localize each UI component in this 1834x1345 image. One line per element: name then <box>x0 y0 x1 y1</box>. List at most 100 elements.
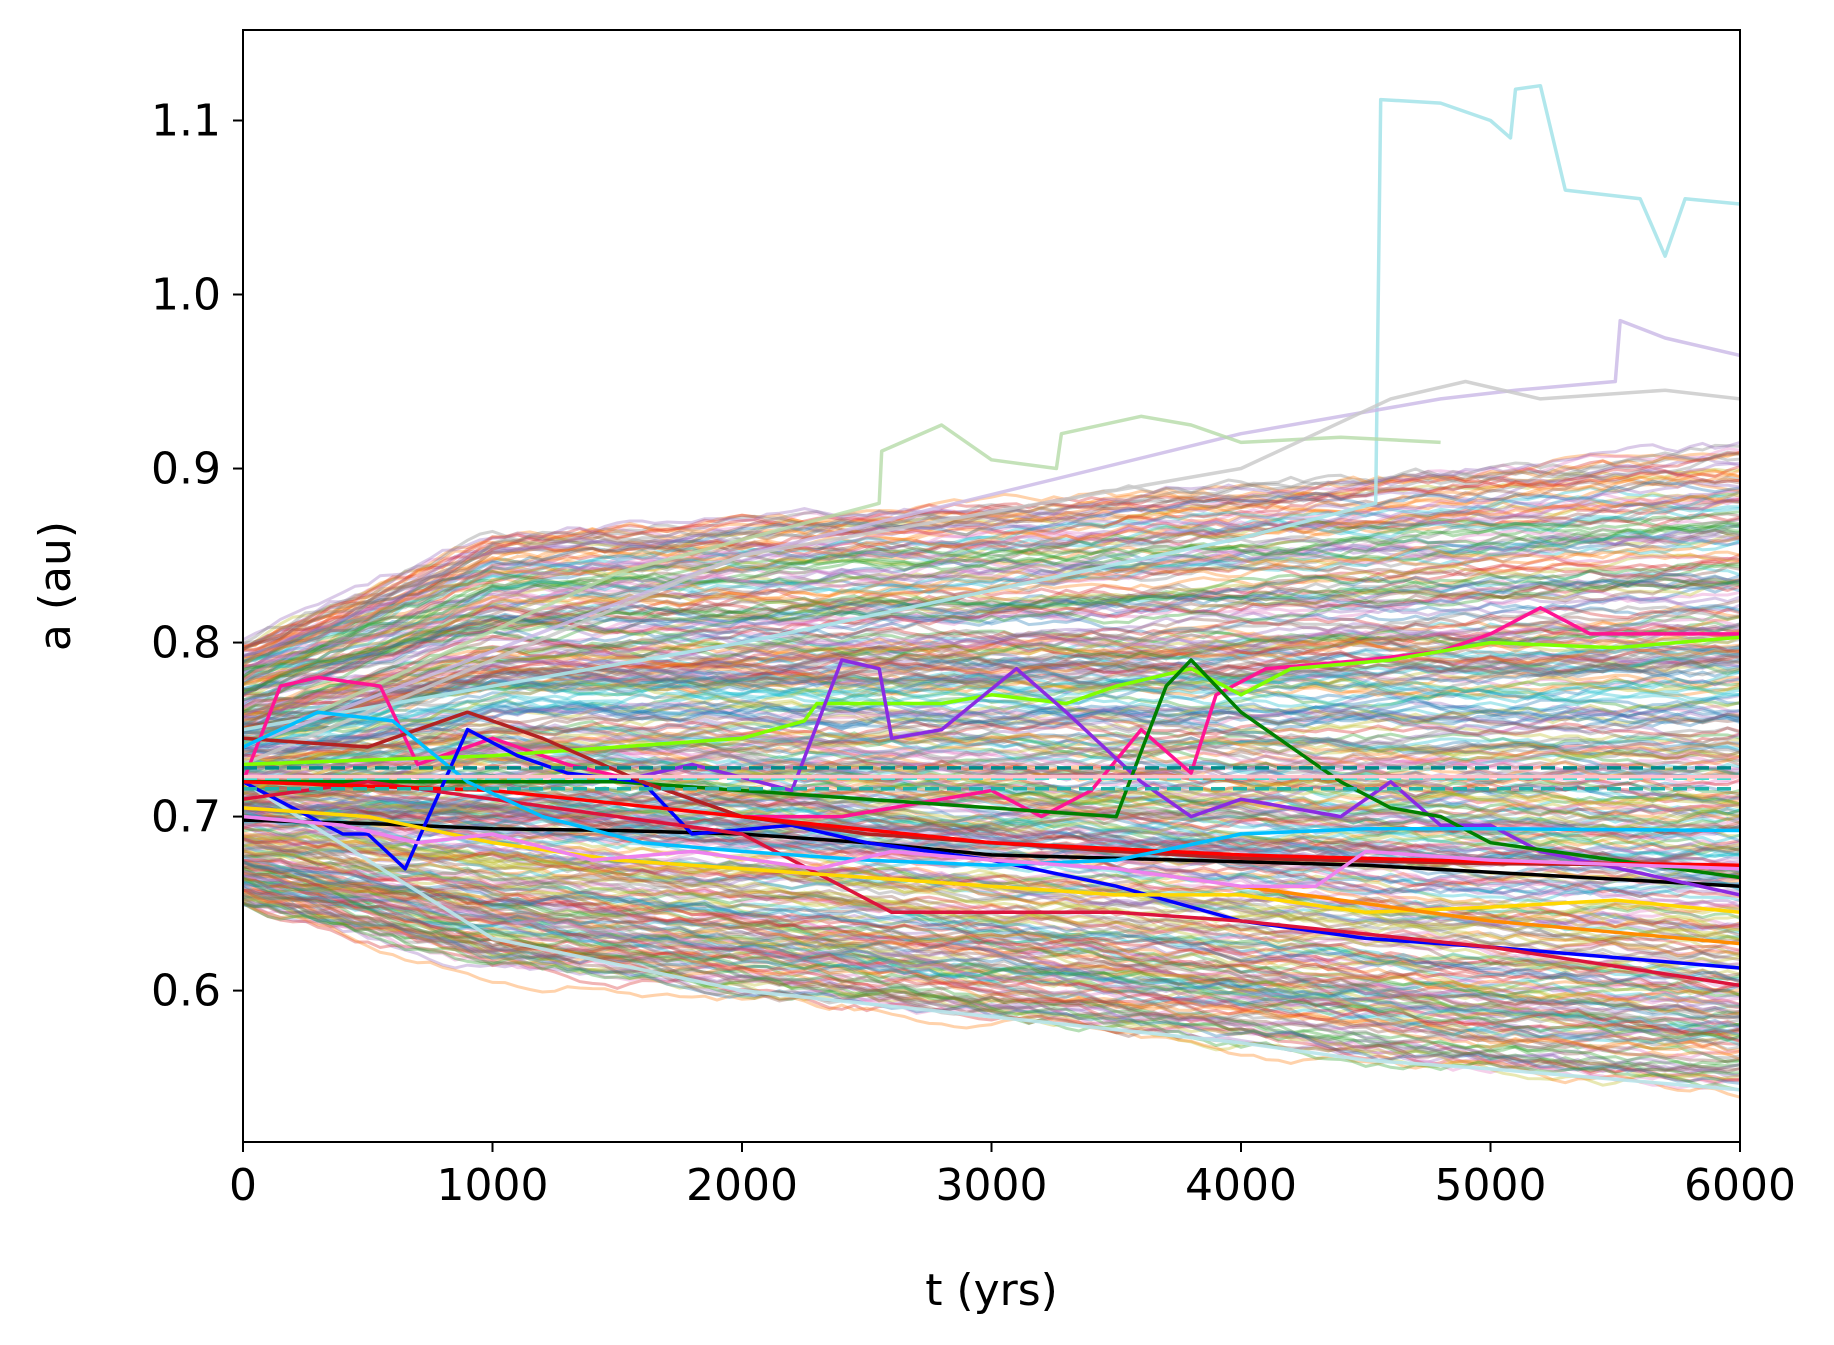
ensemble-line <box>243 778 1740 830</box>
ensemble-line <box>243 843 1740 960</box>
ensemble-line <box>243 733 1740 777</box>
ensemble-line <box>243 605 1740 714</box>
ensemble-line <box>243 851 1740 978</box>
ensemble-line <box>243 651 1740 730</box>
ensemble-line <box>243 676 1740 744</box>
series-line-9 <box>243 658 1740 880</box>
ensemble-line <box>243 869 1740 1020</box>
ensemble-line <box>243 451 1740 651</box>
ensemble-line <box>243 835 1740 943</box>
series-line-14 <box>1240 884 1740 946</box>
ensemble-line <box>243 749 1740 783</box>
ensemble-line <box>243 720 1740 760</box>
series-lines <box>243 83 1740 1092</box>
ensemble-line <box>243 678 1740 740</box>
ensemble-line <box>243 860 1740 985</box>
ensemble-line <box>243 837 1740 930</box>
ensemble-line <box>243 550 1740 682</box>
ensemble-line <box>243 882 1740 1046</box>
ensemble-line <box>243 494 1740 664</box>
ensemble-line <box>243 649 1740 725</box>
ensemble-line <box>243 801 1740 875</box>
ensemble-line <box>243 491 1740 661</box>
ensemble-line <box>243 826 1740 917</box>
ensemble-line <box>243 505 1740 666</box>
ensemble-line <box>243 874 1740 1019</box>
ensemble-line <box>243 853 1740 985</box>
x-axis: 0 1000 2000 3000 4000 5000 6000 <box>229 1142 1796 1211</box>
ensemble-line <box>243 848 1740 958</box>
ensemble-line <box>243 751 1740 786</box>
ensemble-line <box>243 725 1740 766</box>
ensemble-line <box>243 871 1740 1008</box>
ensemble-line <box>243 521 1740 671</box>
ensemble-line <box>243 447 1740 647</box>
ensemble-line <box>243 578 1740 696</box>
ensemble-line <box>243 837 1740 943</box>
ensemble-line <box>243 523 1740 674</box>
ensemble-line <box>243 688 1740 748</box>
ensemble-line <box>243 517 1740 680</box>
ensemble-line <box>243 804 1740 865</box>
ensemble-line <box>243 579 1740 696</box>
ensemble-line <box>243 510 1740 663</box>
ensemble-line <box>243 469 1740 652</box>
ensemble-line <box>243 553 1740 686</box>
ensemble-line <box>243 901 1740 1092</box>
ensemble-line <box>243 649 1740 723</box>
ensemble-line <box>243 840 1740 958</box>
ensemble-line <box>243 702 1740 752</box>
ensemble-line <box>243 853 1740 967</box>
ensemble-line <box>243 479 1740 657</box>
ensemble-line <box>243 888 1740 1049</box>
ensemble-line <box>243 859 1740 989</box>
ensemble-line <box>243 791 1740 844</box>
ensemble-line <box>243 898 1740 1082</box>
ensemble-line <box>243 753 1740 794</box>
ensemble-line <box>243 903 1740 1086</box>
ensemble-line <box>243 877 1740 1037</box>
ensemble-line <box>243 885 1740 1056</box>
ensemble-line <box>243 756 1740 810</box>
y-tick-label: 0.9 <box>151 444 221 495</box>
ensemble-line <box>243 489 1740 659</box>
ensemble-line <box>243 491 1740 667</box>
ensemble-line <box>243 761 1740 807</box>
ensemble-line <box>243 696 1740 750</box>
ensemble-line <box>243 880 1740 1034</box>
ensemble-line <box>243 556 1740 692</box>
ensemble-line <box>243 858 1740 993</box>
ensemble-line <box>243 536 1740 681</box>
ensemble-line <box>243 744 1740 787</box>
ensemble-line <box>243 869 1740 1010</box>
ensemble-line <box>243 699 1740 750</box>
ensemble-line <box>243 802 1740 878</box>
ensemble-line <box>243 652 1740 736</box>
ensemble-line <box>243 883 1740 1037</box>
ensemble-line <box>243 644 1740 732</box>
ensemble-line <box>243 459 1740 651</box>
ensemble-line <box>243 871 1740 1018</box>
ensemble-line <box>243 656 1740 731</box>
ensemble-line <box>243 901 1740 1084</box>
ensemble-line <box>243 804 1740 870</box>
ensemble-line <box>243 843 1740 943</box>
ensemble-line <box>243 525 1740 678</box>
ensemble-line <box>243 867 1740 1008</box>
ensemble-line <box>243 651 1740 728</box>
series-line-16 <box>243 710 1740 868</box>
ensemble-line <box>243 452 1740 645</box>
ensemble-line <box>243 490 1740 665</box>
y-tick-label: 0.8 <box>151 618 221 669</box>
ensemble-line <box>243 719 1740 768</box>
ensemble-line <box>243 902 1740 1077</box>
x-tick-label: 6000 <box>1684 1160 1796 1211</box>
ensemble-line <box>243 468 1740 659</box>
ensemble-line <box>243 817 1740 902</box>
ensemble-line <box>243 872 1740 1031</box>
ensemble-line <box>243 495 1740 661</box>
ensemble-line <box>243 683 1740 747</box>
ensemble-line <box>243 877 1740 1030</box>
ensemble-line <box>243 732 1740 781</box>
